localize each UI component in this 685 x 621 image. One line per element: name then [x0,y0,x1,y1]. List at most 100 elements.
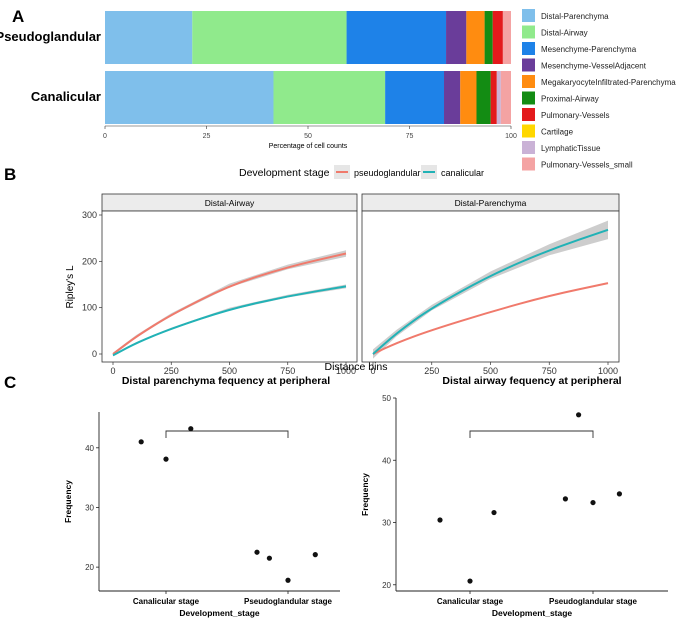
confidence-band [373,220,608,359]
y-axis-title: Frequency [360,473,370,516]
legend-swatch [522,124,535,138]
bar-segment [502,11,511,64]
y-tick-label: 30 [85,503,94,512]
legend-swatch [522,108,535,121]
x-tick-label: 0 [110,366,115,376]
y-tick-label: 50 [382,394,391,403]
y-axis-title: Frequency [63,480,73,523]
x-tick-label: 0 [370,366,375,376]
y-tick-label: 200 [82,256,97,266]
x-tick-label: 250 [164,366,179,376]
y-tick-label: 0 [92,349,97,359]
chart-title: Distal airway fequency at peripheral [442,375,621,387]
y-tick-label: 300 [82,210,97,220]
ripley-line-chart: Development stage pseudoglandular canalic… [65,165,620,376]
x-tick-label: Pseudoglandular stage [549,597,638,606]
legend-label: Proximal-Airway [541,95,599,104]
data-point [590,499,596,506]
bar-segment [500,71,511,124]
x-tick-label: 500 [222,366,237,376]
facet-title: Distal-Airway [205,198,255,208]
legend-swatch [522,157,535,171]
facet-title: Distal-Parenchyma [455,198,527,208]
legend-label: canalicular [441,168,484,178]
x-axis-title: Development_stage [492,608,573,618]
data-point [491,509,497,516]
legend-label: LymphaticTissue [541,144,601,153]
series-line-pseudoglandular [112,252,347,355]
x-tick-label: 100 [505,133,517,140]
bar-segment [484,11,493,64]
legend-swatch [522,42,535,55]
legend-label: Pulmonary-Vessels_small [541,161,633,170]
data-point [188,426,194,432]
panel-label-a: A [12,7,24,26]
x-tick-label: 25 [203,133,211,140]
legend-label: Distal-Airway [541,29,588,38]
y-tick-label: 40 [382,456,391,465]
legend-title: Development stage [239,167,330,179]
chart-title: Distal parenchyma fequency at peripheral [122,375,330,387]
legend-label: Mesenchyme-VesselAdjacent [541,62,647,71]
legend: Distal-Parenchyma Distal-Airway Mesenchyme… [522,9,676,171]
x-tick-label: 500 [483,366,498,376]
legend-label: Cartilage [541,128,574,137]
data-point [616,491,623,497]
y-tick-label: 40 [85,444,94,453]
bar-segment [273,71,386,124]
bar-segment [476,71,491,124]
x-tick-label: 50 [304,133,312,140]
data-point [437,517,443,523]
bar-segment [192,11,347,64]
facet-panel: Distal-Parenchyma 0 250 500 750 1000 [361,193,620,376]
data-point [254,549,260,555]
x-tick-label: 1000 [336,366,356,376]
bar-segment [492,11,503,64]
series-line-canalicular [112,285,347,357]
bar-segment [496,71,501,124]
x-axis-title: Percentage of cell counts [269,143,348,150]
scatter-chart-distal-parenchyma: Distal parenchyma fequency at peripheral… [63,375,340,618]
confidence-band [113,250,346,356]
bar-segment [446,11,467,64]
series-line-pseudoglandular [372,282,609,355]
legend-swatch [522,25,535,39]
x-tick-label: 1000 [598,366,618,376]
data-point [138,439,144,445]
x-tick-label: 750 [542,366,557,376]
legend-swatch [522,75,535,88]
data-point [285,577,291,583]
legend-swatch [522,58,535,72]
data-point [163,456,169,462]
x-tick-label: Canalicular stage [133,597,200,606]
bar-segment [105,71,274,124]
y-axis-title: Ripley's L [65,265,76,308]
x-tick-label: 0 [103,133,107,140]
legend-label: Distal-Parenchyma [541,12,609,21]
bar-category-label-pseudoglandular: Pseudoglandular [0,29,101,44]
x-tick-label: Canalicular stage [437,597,504,606]
bar-segment [460,71,477,124]
legend-swatch [522,9,535,22]
x-tick-label: 250 [424,366,439,376]
bar-segment [105,11,193,64]
x-axis-title: Distance bins [324,361,387,373]
bar-category-label-canalicular: Canalicular [31,89,101,104]
data-point [467,578,473,584]
panel-label-b: B [4,165,16,184]
data-point [312,552,318,558]
bar-segment [490,71,497,124]
x-axis-ticks: 0 25 50 75 100 [103,126,517,140]
bar-segment [466,11,485,64]
legend-label: MegakaryocyteInfiltrated-Parenchyma [541,78,676,87]
y-tick-label: 20 [382,581,391,590]
significance-bracket [165,430,289,438]
legend-label: Pulmonary-Vessels [541,111,609,120]
data-point [576,412,582,418]
series-line-canalicular [372,228,609,355]
bar-segment [346,11,447,64]
stacked-bar-chart: Pseudoglandular Canalicular 0 25 50 75 100 P… [0,9,676,171]
legend: pseudoglandular canalicular [334,165,484,179]
